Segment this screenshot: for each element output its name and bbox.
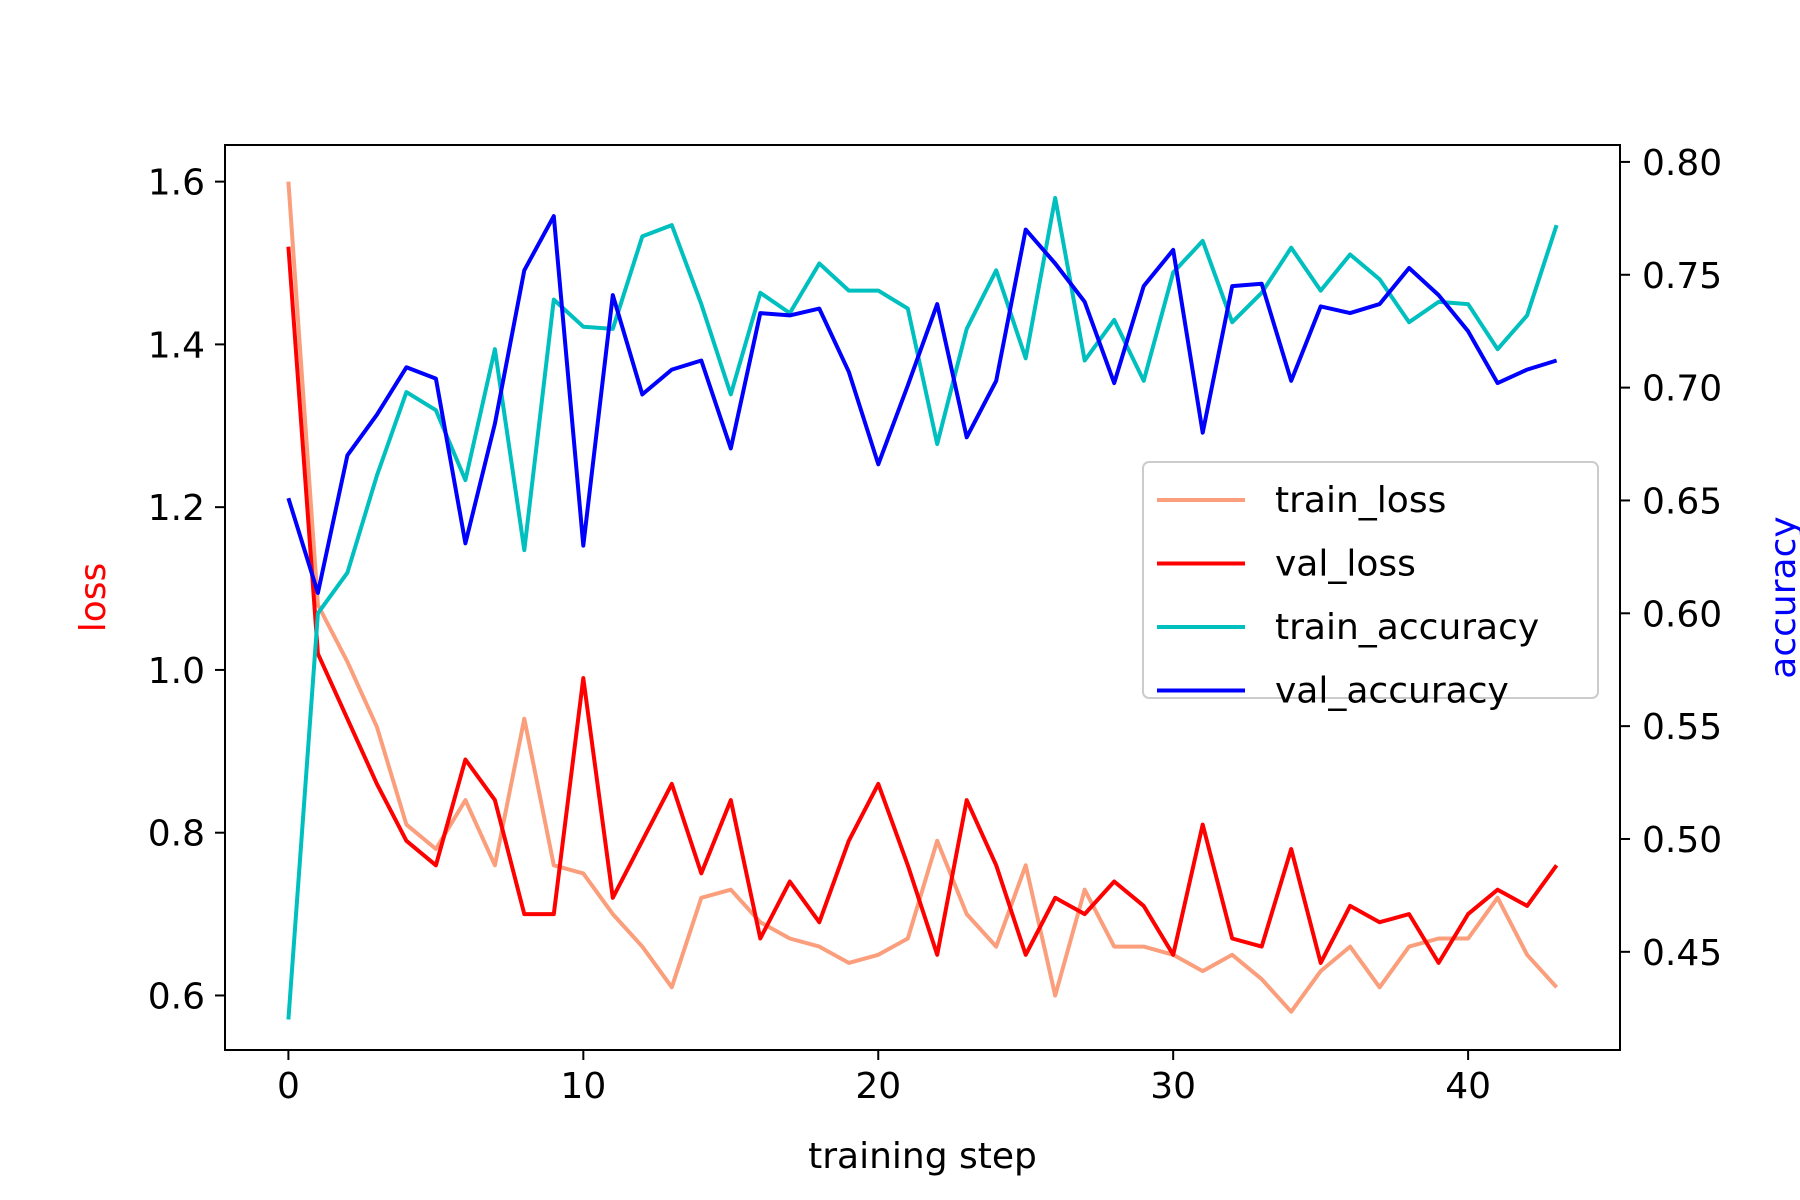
plot-frame [224, 144, 1621, 1051]
y-left-tick-label: 0.8 [148, 814, 205, 855]
series-line-val-accuracy [286, 214, 1558, 595]
legend-label-val-loss: val_loss [1275, 544, 1416, 585]
y-right-tick-label: 0.60 [1642, 594, 1722, 635]
y-axis-left-title: loss [73, 563, 114, 633]
x-tick-label: 40 [1445, 1066, 1491, 1107]
y-right-tick-label: 0.45 [1642, 933, 1722, 974]
y-right-tick-label: 0.50 [1642, 820, 1722, 861]
legend-label-train-accuracy: train_accuracy [1275, 607, 1539, 648]
x-axis: 0 10 20 30 40 [277, 1050, 1491, 1107]
y-right-tick-label: 0.80 [1642, 143, 1722, 184]
y-right-tick-label: 0.55 [1642, 707, 1722, 748]
y-right-tick-label: 0.70 [1642, 369, 1722, 410]
y-left-tick-label: 1.4 [148, 325, 205, 366]
y-axis-left: 0.6 0.8 1.0 1.2 1.4 1.6 [148, 163, 225, 1017]
series-line-train-accuracy [286, 196, 1559, 1020]
y-left-tick-label: 1.0 [148, 651, 205, 692]
y-left-tick-label: 1.6 [148, 163, 205, 204]
legend-box [1142, 461, 1599, 699]
series-line-val-loss [286, 246, 1559, 965]
y-axis-right: 0.45 0.50 0.55 0.60 0.65 0.70 0.75 0.80 [1620, 143, 1722, 974]
x-tick-label: 10 [560, 1066, 606, 1107]
series-layer [286, 181, 1559, 1020]
legend-label-val-accuracy: val_accuracy [1275, 671, 1509, 712]
x-tick-label: 30 [1150, 1066, 1196, 1107]
series-line-train-loss [286, 181, 1559, 1014]
y-right-tick-label: 0.65 [1642, 481, 1722, 522]
y-left-tick-label: 1.2 [148, 488, 205, 529]
x-tick-label: 0 [277, 1066, 300, 1107]
y-left-tick-label: 0.6 [148, 976, 205, 1017]
x-tick-label: 20 [855, 1066, 901, 1107]
legend: train_loss val_loss train_accuracy val_accu… [1142, 461, 1599, 712]
legend-label-train-loss: train_loss [1275, 480, 1446, 521]
x-axis-title: training step [808, 1136, 1037, 1177]
y-right-tick-label: 0.75 [1642, 256, 1722, 297]
y-axis-right-title: accuracy [1763, 516, 1800, 678]
